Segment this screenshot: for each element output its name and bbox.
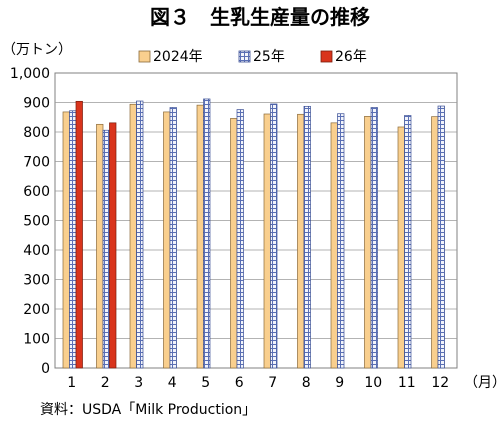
bars [62, 98, 445, 369]
bar-2024年-6 [230, 118, 238, 369]
y-tick-label: 900 [23, 96, 50, 112]
bar-2024年-11 [397, 126, 405, 369]
x-tick-label: 2 [101, 375, 110, 391]
source-note: 資料：USDA「Milk Production」 [40, 402, 256, 418]
x-tick-label: 12 [431, 375, 449, 391]
y-tick-label: 100 [23, 332, 50, 348]
y-tick-label: 300 [23, 273, 50, 289]
bar-25年-12 [437, 105, 445, 369]
x-tick-label: 5 [201, 375, 210, 391]
bar-2024年-9 [330, 122, 338, 369]
y-axis-label: （万トン） [2, 42, 72, 58]
y-tick-label: 200 [23, 302, 50, 318]
bar-2024年-5 [196, 104, 204, 369]
bar-2024年-2 [96, 123, 104, 369]
x-tick-label: 10 [364, 375, 382, 391]
bar-25年-10 [370, 107, 378, 369]
bar-2024年-1 [62, 111, 70, 369]
bar-25年-4 [169, 107, 177, 369]
bar-25年-2 [102, 129, 110, 369]
y-axis: 0 100 200 300 400 500 600 700 800 900 1,000 [10, 66, 50, 377]
bar-26年-1 [75, 100, 83, 369]
y-tick-label: 1,000 [10, 66, 50, 82]
bar-25年-11 [404, 115, 412, 369]
legend-label-26: 26年 [335, 49, 367, 65]
y-tick-label: 0 [41, 361, 50, 377]
y-tick-label: 600 [23, 184, 50, 200]
chart-title: 図３ 生乳生産量の推移 [150, 5, 370, 29]
bar-25年-9 [337, 113, 345, 369]
legend-label-2024: 2024年 [153, 49, 203, 65]
bar-2024年-7 [263, 113, 271, 369]
x-tick-label: 4 [168, 375, 177, 391]
x-tick-label: 6 [235, 375, 244, 391]
bar-25年-3 [136, 100, 144, 369]
bar-25年-1 [69, 110, 77, 369]
x-tick-label: 1 [67, 375, 76, 391]
y-tick-label: 700 [23, 155, 50, 171]
bar-25年-6 [236, 109, 244, 369]
y-tick-label: 800 [23, 125, 50, 141]
legend-swatch-26 [320, 50, 333, 63]
x-tick-label: 11 [398, 375, 416, 391]
bar-2024年-4 [163, 111, 171, 369]
x-tick-label: 8 [302, 375, 311, 391]
bar-2024年-10 [364, 116, 372, 369]
legend-swatch-25 [238, 50, 251, 63]
x-axis-label: （月） [464, 375, 500, 391]
bar-25年-8 [303, 105, 311, 369]
x-tick-label: 7 [268, 375, 277, 391]
x-tick-label: 3 [134, 375, 143, 391]
bar-2024年-12 [431, 116, 439, 369]
y-tick-label: 400 [23, 243, 50, 259]
gridlines [54, 72, 458, 369]
bar-2024年-8 [297, 113, 305, 369]
bar-25年-5 [203, 98, 211, 369]
legend: 2024年 25年 26年 [138, 49, 367, 65]
x-tick-label: 9 [335, 375, 344, 391]
bar-2024年-3 [129, 103, 137, 369]
bar-26年-2 [109, 122, 117, 369]
x-axis: 1 2 3 4 5 6 7 8 9 10 11 12 [67, 375, 449, 391]
y-tick-label: 500 [23, 214, 50, 230]
bar-25年-7 [270, 103, 278, 369]
legend-label-25: 25年 [253, 49, 285, 65]
legend-swatch-2024 [138, 50, 151, 63]
